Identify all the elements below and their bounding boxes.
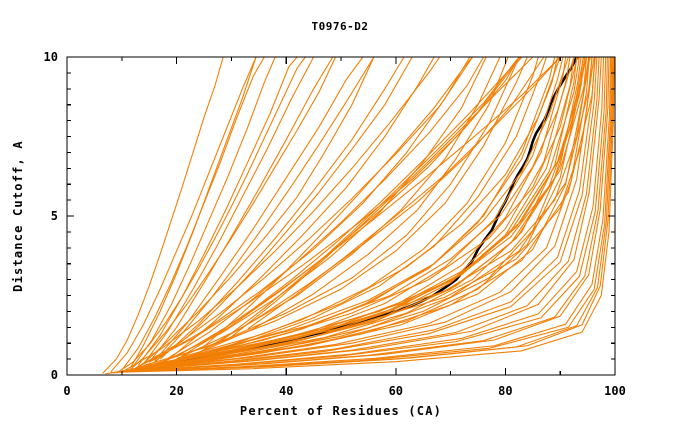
prediction-curve [132, 56, 276, 368]
tick-marks [66, 56, 616, 376]
x-tick-label: 0 [63, 384, 70, 398]
prediction-curve [171, 56, 580, 362]
prediction-curve [129, 56, 257, 369]
prediction-curve [119, 56, 615, 373]
prediction-curve [116, 56, 306, 374]
prediction-curve [149, 56, 602, 370]
prediction-curve [137, 56, 298, 366]
prediction-curve [143, 56, 610, 371]
x-tick-label: 80 [498, 384, 512, 398]
prediction-curve [160, 56, 591, 365]
prediction-curve [162, 56, 523, 363]
x-tick-label: 20 [169, 384, 183, 398]
x-tick-label: 100 [604, 384, 626, 398]
prediction-curve [209, 56, 575, 352]
prediction-curve [154, 56, 375, 364]
prediction-curve [132, 56, 580, 370]
prediction-curve [154, 56, 413, 363]
series-layer [102, 56, 615, 375]
prediction-curve [176, 56, 561, 359]
prediction-curve [140, 56, 375, 366]
prediction-curve [143, 56, 528, 366]
prediction-curve [138, 56, 614, 372]
prediction-curve [143, 56, 588, 368]
y-axis-label: Distance Cutoff, A [11, 140, 25, 292]
prediction-curve [187, 56, 586, 359]
page-title: T0976-D2 [312, 20, 369, 33]
prediction-curve [127, 56, 605, 372]
prediction-curve [170, 56, 548, 364]
prediction-curve [165, 56, 484, 361]
prediction-curve [138, 56, 584, 370]
prediction-curve [203, 56, 473, 347]
prediction-curve [192, 56, 569, 356]
prediction-curve [165, 56, 487, 362]
x-axis-label: Percent of Residues (CA) [240, 404, 442, 418]
prediction-curve [154, 56, 364, 362]
prediction-curve [105, 56, 596, 375]
prediction-curve [231, 56, 534, 338]
prediction-curve [110, 56, 257, 373]
prediction-curve [154, 56, 523, 365]
prediction-curve [121, 56, 598, 372]
prediction-curve [102, 56, 224, 374]
prediction-curve [149, 56, 578, 368]
prediction-curve [148, 56, 334, 363]
prediction-curve [126, 56, 337, 373]
y-tick-label: 10 [44, 50, 58, 64]
prediction-curve [181, 56, 520, 357]
prediction-curve [110, 56, 613, 374]
prediction-curve [129, 56, 590, 371]
tick-labels: 0 20 40 60 80 100 0 5 10 [44, 50, 626, 398]
y-tick-label: 5 [51, 209, 58, 223]
prediction-curve [124, 56, 441, 372]
prediction-curve [198, 56, 545, 354]
prediction-curve [113, 56, 593, 374]
prediction-curve [247, 56, 561, 330]
y-tick-label: 0 [51, 368, 58, 382]
x-tick-label: 60 [389, 384, 403, 398]
prediction-curve [116, 56, 607, 373]
prediction-curve [121, 56, 612, 373]
x-tick-label: 40 [279, 384, 293, 398]
prediction-curve [137, 56, 520, 368]
prediction-curve [132, 56, 596, 371]
prediction-curve [159, 56, 405, 360]
prediction-curve [135, 56, 473, 369]
